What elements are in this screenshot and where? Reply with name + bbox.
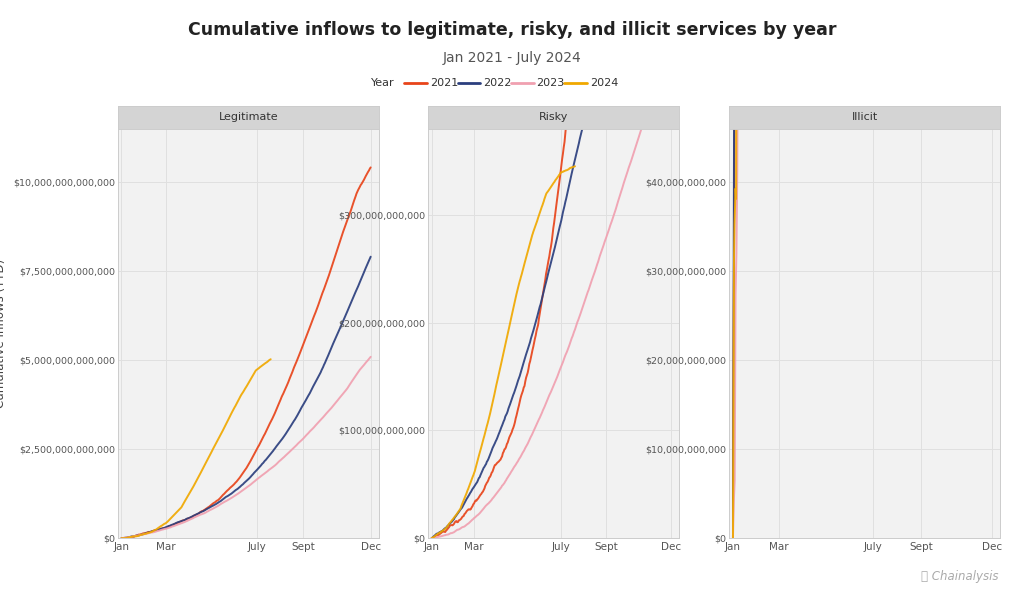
Text: ⛓ Chainalysis: ⛓ Chainalysis xyxy=(921,570,998,583)
Y-axis label: Cumulative Inflows (YTD): Cumulative Inflows (YTD) xyxy=(0,259,7,408)
Text: 2024: 2024 xyxy=(590,78,618,87)
Text: Jan 2021 - July 2024: Jan 2021 - July 2024 xyxy=(442,51,582,65)
Text: Illicit: Illicit xyxy=(852,112,878,122)
Text: Risky: Risky xyxy=(539,112,568,122)
Text: 2023: 2023 xyxy=(537,78,565,87)
Text: Legitimate: Legitimate xyxy=(218,112,279,122)
Text: 2021: 2021 xyxy=(430,78,459,87)
Text: 2022: 2022 xyxy=(483,78,512,87)
Text: Year: Year xyxy=(371,78,394,87)
Text: Cumulative inflows to legitimate, risky, and illicit services by year: Cumulative inflows to legitimate, risky,… xyxy=(187,21,837,39)
